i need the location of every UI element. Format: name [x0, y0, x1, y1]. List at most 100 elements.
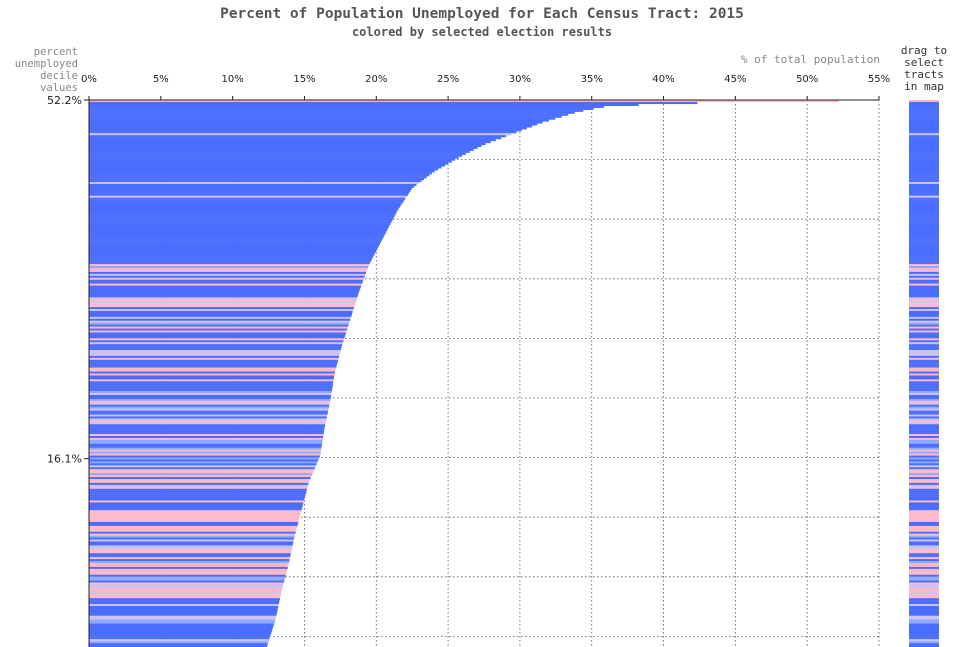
strip-bar[interactable]	[909, 531, 939, 534]
strip-bar[interactable]	[909, 129, 939, 132]
strip-bar[interactable]	[909, 369, 939, 372]
strip-bar[interactable]	[909, 133, 939, 136]
strip-bar[interactable]	[909, 564, 939, 568]
strip-bar[interactable]	[909, 588, 939, 591]
strip-bar[interactable]	[909, 234, 939, 237]
strip-bar[interactable]	[909, 484, 939, 487]
strip-bar[interactable]	[909, 287, 939, 290]
strip-bar[interactable]	[909, 629, 939, 632]
strip-bar[interactable]	[909, 279, 939, 282]
strip-bar[interactable]	[909, 602, 939, 605]
strip-bar[interactable]	[909, 387, 939, 390]
strip-bar[interactable]	[909, 201, 939, 204]
strip-bar[interactable]	[909, 633, 939, 636]
strip-bar[interactable]	[909, 562, 939, 566]
strip-bar[interactable]	[909, 535, 939, 538]
strip-bar[interactable]	[909, 572, 939, 575]
strip-bar[interactable]	[909, 330, 939, 333]
strip-bar[interactable]	[909, 348, 939, 351]
strip-bar[interactable]	[909, 185, 939, 189]
strip-bar[interactable]	[909, 346, 939, 349]
strip-bar[interactable]	[909, 439, 939, 443]
strip-bar[interactable]	[909, 609, 939, 612]
strip-bar[interactable]	[909, 605, 939, 609]
strip-bar[interactable]	[909, 492, 939, 495]
strip-bar[interactable]	[909, 135, 939, 138]
strip-bar[interactable]	[909, 478, 939, 482]
strip-bar[interactable]	[909, 418, 939, 421]
strip-bar[interactable]	[909, 502, 939, 505]
strip-bar[interactable]	[909, 494, 939, 497]
strip-bar[interactable]	[909, 625, 939, 628]
strip-bar[interactable]	[909, 371, 939, 374]
strip-bar[interactable]	[909, 199, 939, 202]
strip-bar[interactable]	[909, 162, 939, 165]
brush-strip[interactable]	[909, 100, 939, 647]
strip-bar[interactable]	[909, 314, 939, 317]
strip-bar[interactable]	[909, 293, 939, 296]
strip-bar[interactable]	[909, 578, 939, 581]
strip-bar[interactable]	[909, 422, 939, 425]
strip-bar[interactable]	[909, 152, 939, 155]
strip-bar[interactable]	[909, 443, 939, 446]
strip-bar[interactable]	[909, 180, 939, 183]
strip-bar[interactable]	[909, 217, 939, 220]
strip-bar[interactable]	[909, 615, 939, 618]
strip-bar[interactable]	[909, 398, 939, 401]
strip-bar[interactable]	[909, 465, 939, 468]
strip-bar[interactable]	[909, 123, 939, 126]
strip-bar[interactable]	[909, 420, 939, 423]
strip-bar[interactable]	[909, 148, 939, 151]
strip-bar[interactable]	[909, 232, 939, 235]
strip-bar[interactable]	[909, 457, 939, 460]
strip-bar[interactable]	[909, 103, 939, 107]
strip-bar[interactable]	[909, 451, 939, 454]
strip-bar[interactable]	[909, 389, 939, 392]
strip-bar[interactable]	[909, 432, 939, 435]
strip-bar[interactable]	[909, 406, 939, 409]
strip-bar[interactable]	[909, 240, 939, 243]
strip-bar[interactable]	[909, 510, 939, 513]
strip-bar[interactable]	[909, 352, 939, 355]
strip-bar[interactable]	[909, 281, 939, 284]
strip-bar[interactable]	[909, 604, 939, 607]
strip-bar[interactable]	[909, 361, 939, 364]
strip-bar[interactable]	[909, 324, 939, 327]
strip-bar[interactable]	[909, 414, 939, 417]
strip-bar[interactable]	[909, 523, 939, 527]
strip-bar[interactable]	[909, 242, 939, 245]
strip-bar[interactable]	[909, 215, 939, 218]
strip-bar[interactable]	[909, 109, 939, 112]
strip-bar[interactable]	[909, 205, 939, 208]
strip-bar[interactable]	[909, 518, 939, 521]
strip-bar[interactable]	[909, 551, 939, 554]
strip-bar[interactable]	[909, 238, 939, 241]
strip-bar[interactable]	[909, 223, 939, 226]
strip-bar[interactable]	[909, 209, 939, 212]
strip-bar[interactable]	[909, 447, 939, 450]
strip-bar[interactable]	[909, 156, 939, 159]
strip-bar[interactable]	[909, 350, 939, 353]
strip-bar[interactable]	[909, 570, 939, 573]
strip-bar[interactable]	[909, 121, 939, 124]
strip-bar[interactable]	[909, 557, 939, 560]
strip-bar[interactable]	[909, 475, 939, 478]
strip-bar[interactable]	[909, 221, 939, 224]
strip-bar[interactable]	[909, 639, 939, 642]
strip-bar[interactable]	[909, 226, 939, 230]
strip-bar[interactable]	[909, 631, 939, 634]
strip-bar[interactable]	[909, 258, 939, 261]
strip-bar[interactable]	[909, 182, 939, 185]
strip-bar[interactable]	[909, 228, 939, 232]
strip-bar[interactable]	[909, 641, 939, 644]
strip-bar[interactable]	[909, 566, 939, 570]
strip-bar[interactable]	[909, 463, 939, 466]
strip-bar[interactable]	[909, 353, 939, 357]
strip-bar[interactable]	[909, 127, 939, 130]
strip-bar[interactable]	[909, 256, 939, 259]
strip-bar[interactable]	[909, 525, 939, 528]
strip-bar[interactable]	[909, 498, 939, 501]
strip-bar[interactable]	[909, 430, 939, 433]
strip-bar[interactable]	[909, 594, 939, 597]
strip-bar[interactable]	[909, 166, 939, 169]
